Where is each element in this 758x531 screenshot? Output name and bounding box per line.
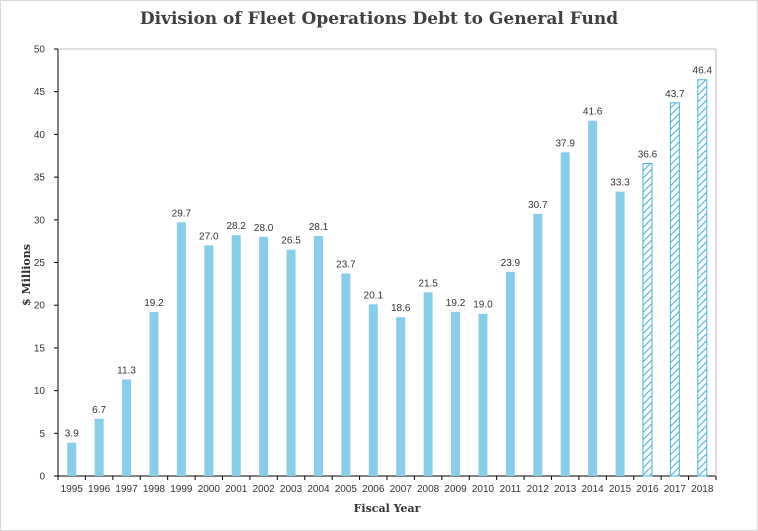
data-label: 28.0 <box>254 223 274 234</box>
chart-title: Division of Fleet Operations Debt to Gen… <box>139 9 619 29</box>
data-label: 41.6 <box>583 107 603 118</box>
x-axis-title: Fiscal Year <box>354 502 421 515</box>
x-tick-label: 2005 <box>335 484 358 495</box>
x-tick-label: 2010 <box>472 484 495 495</box>
data-label: 6.7 <box>92 405 106 416</box>
data-label: 23.9 <box>501 258 521 269</box>
bar <box>231 235 241 476</box>
data-label: 33.3 <box>610 178 630 189</box>
data-label: 26.5 <box>281 236 301 247</box>
x-tick-label: 2003 <box>280 484 303 495</box>
y-tick-label: 45 <box>34 87 46 98</box>
bar <box>122 379 132 476</box>
data-label: 3.9 <box>65 429 79 440</box>
bar <box>451 312 461 476</box>
data-label: 37.9 <box>555 138 575 149</box>
y-tick-label: 20 <box>34 301 46 312</box>
x-tick-label: 2007 <box>390 484 413 495</box>
data-label: 43.7 <box>665 89 685 100</box>
data-label: 46.4 <box>693 66 713 77</box>
y-tick-label: 15 <box>34 343 46 354</box>
data-label: 20.1 <box>364 290 384 301</box>
data-label: 19.2 <box>446 298 466 309</box>
bar <box>533 213 543 476</box>
data-label: 19.2 <box>144 298 164 309</box>
x-tick-label: 2002 <box>253 484 276 495</box>
x-tick-label: 2009 <box>444 484 467 495</box>
y-tick-label: 50 <box>34 45 46 56</box>
y-tick-label: 25 <box>34 258 46 269</box>
data-label: 36.6 <box>638 149 658 160</box>
x-tick-label: 2012 <box>527 484 550 495</box>
x-tick-label: 1996 <box>88 484 111 495</box>
bar <box>588 120 598 477</box>
data-label: 28.1 <box>309 222 329 233</box>
data-label: 11.3 <box>117 365 136 376</box>
bar <box>560 152 570 477</box>
data-label: 21.5 <box>418 278 438 289</box>
data-label: 23.7 <box>336 260 356 271</box>
bar <box>615 191 625 477</box>
data-label: 28.2 <box>226 221 246 232</box>
bar <box>286 249 296 476</box>
x-tick-label: 2013 <box>554 484 577 495</box>
x-tick-label: 2011 <box>500 484 522 495</box>
bar-projected <box>642 162 653 477</box>
y-tick-label: 0 <box>39 472 45 483</box>
bar <box>204 245 214 476</box>
bar-projected <box>697 79 708 477</box>
y-tick-label: 35 <box>34 173 46 184</box>
x-tick-label: 2014 <box>582 484 605 495</box>
y-tick-label: 5 <box>39 429 45 440</box>
x-tick-label: 2006 <box>362 484 385 495</box>
x-tick-label: 1997 <box>115 484 138 495</box>
bar <box>176 222 186 476</box>
x-tick-label: 2000 <box>198 484 221 495</box>
x-tick-label: 1998 <box>143 484 166 495</box>
data-label: 27.0 <box>199 231 219 242</box>
bar <box>423 292 433 476</box>
data-label: 19.0 <box>473 300 493 311</box>
plot-area: 0 5 10 15 20 25 30 35 40 45 50 3.9 1995 6.7 1996 11.3 19… <box>34 45 717 495</box>
y-axis-title: $ Millions <box>20 244 33 306</box>
bar <box>478 313 488 476</box>
data-label: 30.7 <box>528 200 548 211</box>
x-tick-label: 2008 <box>417 484 440 495</box>
bar <box>67 442 77 476</box>
x-tick-label: 1999 <box>170 484 193 495</box>
bar-projected <box>669 102 680 477</box>
x-tick-label: 2018 <box>691 484 714 495</box>
x-tick-label: 2004 <box>307 484 330 495</box>
bar <box>149 312 159 476</box>
y-tick-label: 30 <box>34 215 46 226</box>
bar <box>505 271 515 476</box>
bar <box>341 273 351 476</box>
x-tick-label: 2015 <box>609 484 632 495</box>
bar <box>259 236 269 476</box>
y-tick-label: 10 <box>34 386 46 397</box>
data-label: 29.7 <box>172 208 192 219</box>
bar <box>368 304 378 476</box>
x-tick-label: 2017 <box>664 484 687 495</box>
bar <box>396 317 406 476</box>
bar <box>94 418 104 476</box>
x-tick-label: 2016 <box>636 484 659 495</box>
data-label: 18.6 <box>391 303 411 314</box>
x-tick-label: 1995 <box>61 484 84 495</box>
y-tick-label: 40 <box>34 130 46 141</box>
bar <box>313 236 323 476</box>
x-tick-label: 2001 <box>225 484 248 495</box>
